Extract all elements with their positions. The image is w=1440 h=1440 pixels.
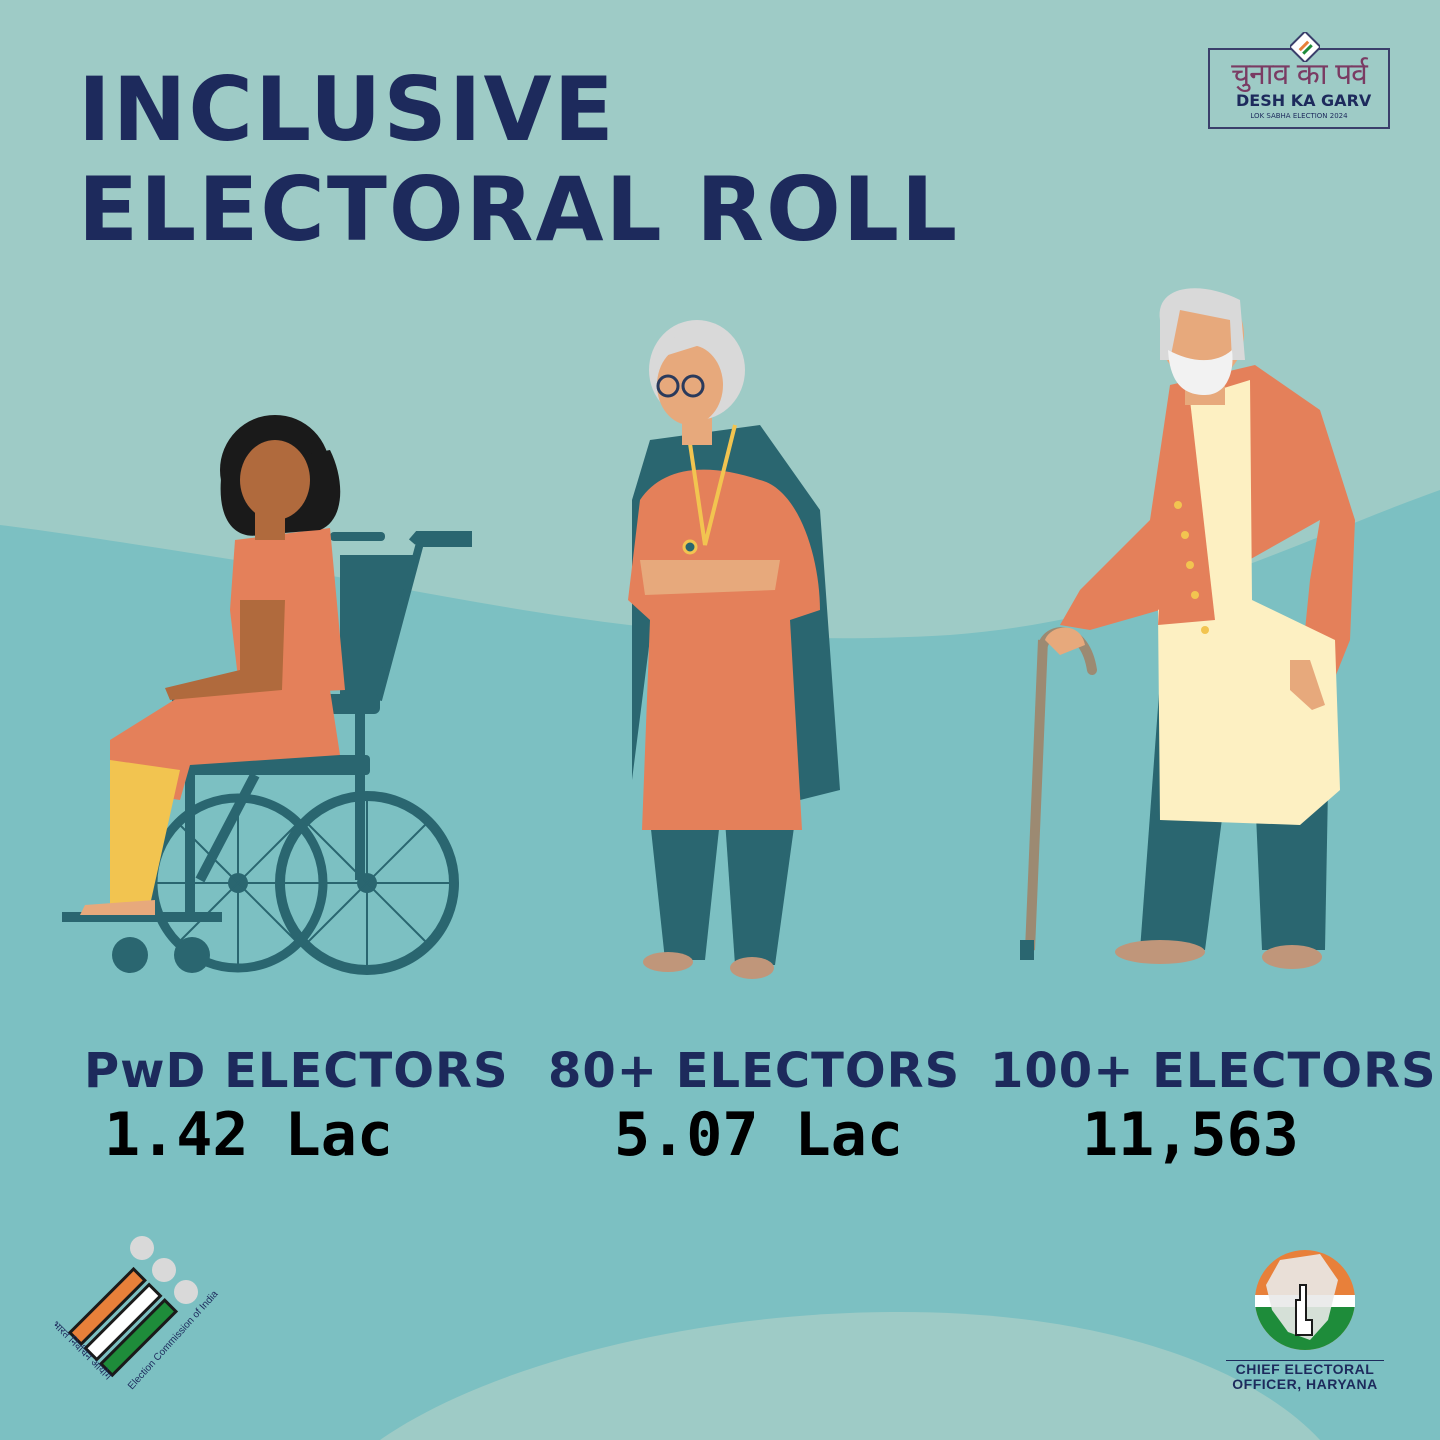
title-line-2: ELECTORAL ROLL — [78, 158, 960, 261]
stat-value: 1.42 Lac — [104, 1100, 393, 1170]
election-commission-logo: भारत निर्वाचन आयोग Election Commission o… — [50, 1236, 220, 1392]
stat-value: 11,563 — [1082, 1100, 1299, 1170]
title-line-1: INCLUSIVE — [78, 58, 616, 161]
background-top-wave — [0, 0, 1440, 639]
stat-label: 80+ ELECTORS — [548, 1043, 961, 1099]
stat-80-plus-electors: 80+ ELECTORS 5.07 Lac — [548, 1040, 960, 1168]
stat-100-plus-electors: 100+ ELECTORS 11,563 — [990, 1040, 1437, 1168]
stat-label: PwD ELECTORS — [84, 1043, 509, 1099]
brand-subtitle: LOK SABHA ELECTION 2024 — [1250, 112, 1348, 120]
background-bottom-wave — [380, 1312, 1320, 1440]
ceo-line-1: CHIEF ELECTORAL — [1235, 1361, 1375, 1377]
chunav-ka-parv-logo: चुनाव का पर्व DESH KA GARV LOK SABHA ELE… — [1208, 32, 1390, 129]
elderly-woman-illustration — [628, 320, 840, 979]
wheelchair-user-illustration — [62, 415, 472, 975]
stat-value: 5.07 Lac — [614, 1100, 903, 1170]
page-title: INCLUSIVE ELECTORAL ROLL — [78, 60, 959, 260]
ceo-line-2: OFFICER, HARYANA — [1232, 1376, 1378, 1392]
ballot-box-icon — [1290, 32, 1320, 62]
stat-label: 100+ ELECTORS — [990, 1043, 1437, 1099]
ceo-logo-text: CHIEF ELECTORAL OFFICER, HARYANA — [1220, 1362, 1390, 1392]
ceo-divider — [1226, 1360, 1384, 1361]
brand-hindi-text: चुनाव का पर्व — [1231, 57, 1368, 92]
elderly-man-illustration — [1020, 288, 1355, 969]
haryana-map-emblem — [1255, 1250, 1355, 1350]
stat-pwd-electors: PwD ELECTORS 1.42 Lac — [84, 1040, 509, 1168]
brand-english-text: DESH KA GARV — [1236, 91, 1372, 110]
chief-electoral-officer-logo: CHIEF ELECTORAL OFFICER, HARYANA — [1220, 1240, 1390, 1400]
